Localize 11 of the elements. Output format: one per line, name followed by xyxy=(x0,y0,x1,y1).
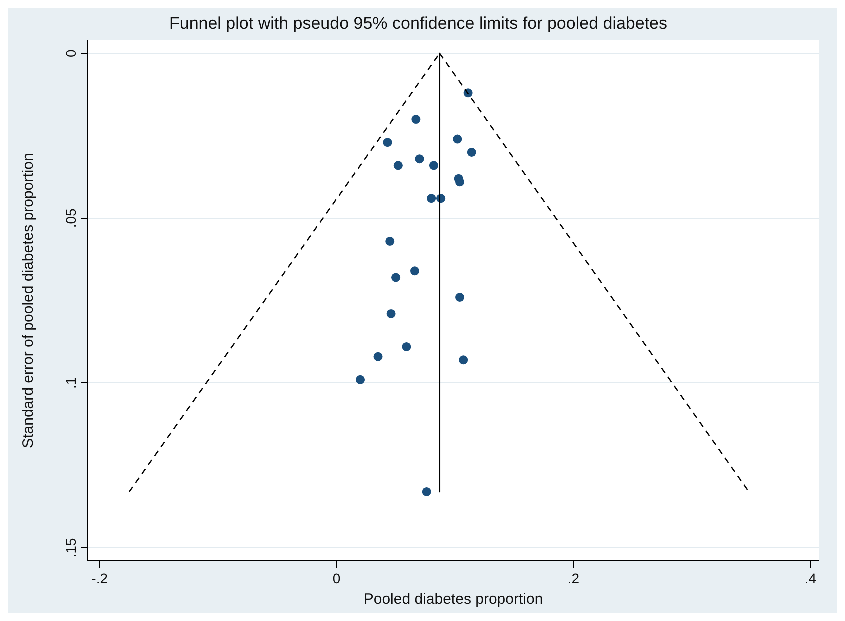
chart-title: Funnel plot with pseudo 95% confidence limits for pooled diabetes xyxy=(169,14,668,33)
y-axis-title: Standard error of pooled diabetes proportion xyxy=(20,153,38,448)
y-tick-label: 0 xyxy=(62,49,79,58)
x-tick-label: .4 xyxy=(804,570,817,586)
x-axis-title: Pooled diabetes proportion xyxy=(364,591,544,608)
y-tick-label: .15 xyxy=(62,538,79,558)
x-tick-label: -.2 xyxy=(92,570,108,586)
y-tick-label: .05 xyxy=(62,208,79,228)
y-tick-label: .1 xyxy=(62,377,79,390)
x-tick-label: .2 xyxy=(568,570,580,586)
x-tick-label: 0 xyxy=(332,570,341,586)
